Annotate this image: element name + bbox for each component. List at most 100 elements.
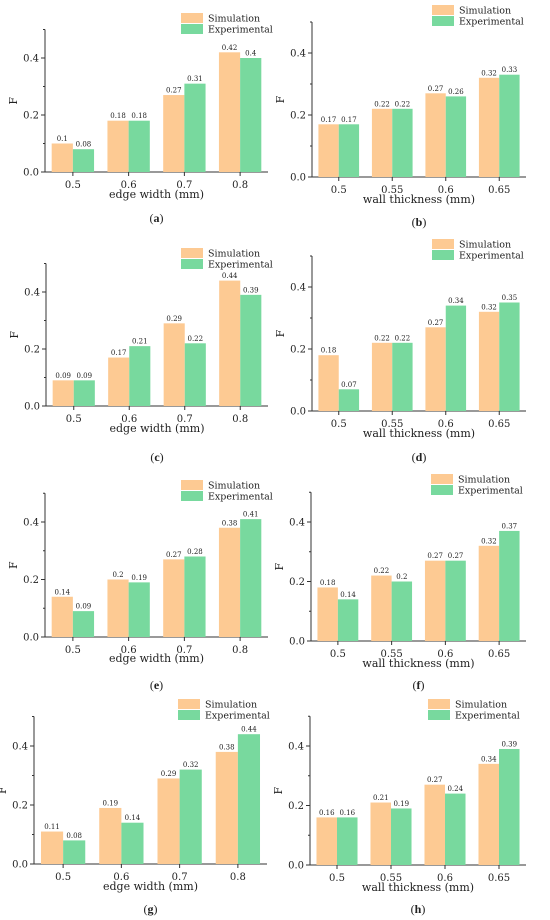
legend-label: Simulation <box>208 249 260 260</box>
legend-label: Simulation <box>459 6 511 17</box>
bar-simulation <box>371 108 393 177</box>
data-label: 0.14 <box>125 814 141 822</box>
x-tick-label: 0.6 <box>438 185 454 196</box>
x-axis-label: wall thickness (mm) <box>363 193 475 206</box>
data-label: 0.44 <box>241 726 257 734</box>
bar-simulation <box>370 802 391 865</box>
bar-experimental <box>445 793 466 865</box>
bar-simulation <box>425 93 446 177</box>
bar-simulation <box>478 763 499 865</box>
y-tick-label: 0.4 <box>290 283 306 294</box>
data-label: 0.27 <box>166 87 182 95</box>
bar-experimental <box>337 817 358 865</box>
data-label: 0.39 <box>501 740 517 748</box>
legend-swatch <box>178 699 200 709</box>
panel-label: (a) <box>150 211 164 225</box>
data-label: 0.1 <box>57 135 68 143</box>
y-tick-label: 0.4 <box>24 288 40 299</box>
bar-simulation <box>316 817 337 865</box>
data-label: 0.22 <box>395 334 411 342</box>
panel-label: (c) <box>150 450 163 464</box>
x-tick-label: 0.6 <box>121 180 137 191</box>
x-tick-label: 0.5 <box>330 649 346 660</box>
data-label: 0.09 <box>76 372 92 380</box>
chart-b: 0.0 0.2 0.4 F 0.5 0.17 0.17 0.55 0.22 0.22 0.6 0.27… <box>274 5 526 229</box>
y-tick-label: 0.2 <box>290 111 306 122</box>
chart-e: 0.0 0.2 0.4 F 0.5 0.14 0.09 0.6 0.2 0.19 0.7 0.27 0.… <box>7 480 273 692</box>
data-label: 0.22 <box>395 100 411 108</box>
y-tick-label: 0.2 <box>23 575 39 586</box>
bar-experimental <box>128 582 150 637</box>
legend-swatch <box>432 250 454 260</box>
data-label: 0.41 <box>243 511 259 519</box>
data-label: 0.32 <box>183 761 199 769</box>
legend-swatch <box>181 491 203 501</box>
data-label: 0.4 <box>245 50 257 58</box>
bar-experimental <box>184 83 206 172</box>
data-label: 0.26 <box>448 88 464 96</box>
bar-experimental <box>338 124 360 177</box>
panel-label: (h) <box>411 902 426 916</box>
x-axis-label: edge width (mm) <box>109 188 204 201</box>
data-label: 0.09 <box>76 603 92 611</box>
legend-swatch <box>432 5 454 15</box>
x-axis-label: edge width (mm) <box>103 880 198 893</box>
y-tick-label: 0.4 <box>23 54 39 65</box>
bar-experimental <box>240 58 262 172</box>
bar-simulation <box>425 327 446 411</box>
legend-swatch <box>432 16 454 26</box>
x-axis-label: edge width (mm) <box>109 652 204 665</box>
x-tick-label: 0.65 <box>488 649 510 660</box>
data-label: 0.27 <box>166 551 182 559</box>
bar-experimental <box>391 581 413 641</box>
y-axis-label: F <box>7 97 20 105</box>
bar-simulation <box>52 380 74 406</box>
legend-swatch <box>428 699 450 709</box>
bar-simulation <box>478 545 500 641</box>
x-tick-label: 0.5 <box>331 419 347 430</box>
chart-g: 0.0 0.2 0.4 F 0.5 0.11 0.08 0.6 0.19 0.14 0.7 0.29 0… <box>0 699 270 916</box>
x-tick-label: 0.6 <box>121 414 137 425</box>
bar-simulation <box>478 77 500 177</box>
data-label: 0.22 <box>187 335 203 343</box>
x-tick-label: 0.5 <box>66 414 82 425</box>
x-tick-label: 0.5 <box>65 645 81 656</box>
x-tick-label: 0.5 <box>55 872 71 883</box>
data-label: 0.08 <box>76 141 92 149</box>
legend-label: Experimental <box>459 251 524 262</box>
bar-simulation <box>318 124 339 177</box>
x-tick-label: 0.6 <box>121 645 137 656</box>
bar-simulation <box>215 751 238 864</box>
data-label: 0.18 <box>131 112 147 120</box>
chart-c: 0.0 0.2 0.4 F 0.5 0.09 0.09 0.6 0.17 0.21 0.7 0.29 0… <box>8 248 273 464</box>
data-label: 0.22 <box>374 567 390 575</box>
y-axis-label: F <box>272 786 285 794</box>
chart-h: 0.0 0.2 0.4 F 0.5 0.16 0.16 0.55 0.21 0.19 0.6 0.27… <box>272 699 526 916</box>
chart-d: 0.0 0.2 0.4 F 0.5 0.18 0.07 0.55 0.22 0.22 0.6 0.27… <box>274 239 526 464</box>
data-label: 0.28 <box>187 548 203 556</box>
x-tick-label: 0.65 <box>488 419 510 430</box>
bar-simulation <box>218 52 241 172</box>
x-tick-label: 0.8 <box>230 872 246 883</box>
data-label: 0.32 <box>481 69 497 77</box>
bar-simulation <box>317 587 338 641</box>
y-tick-label: 0.4 <box>289 518 305 529</box>
data-label: 0.18 <box>320 579 336 587</box>
x-axis-label: wall thickness (mm) <box>362 657 474 670</box>
data-label: 0.21 <box>132 338 148 346</box>
panel-label: (f) <box>413 678 425 692</box>
chart-f: 0.0 0.2 0.4 F 0.5 0.18 0.14 0.55 0.22 0.2 0.6 0.27 0… <box>273 474 526 692</box>
data-label: 0.14 <box>340 591 356 599</box>
legend-swatch <box>181 259 203 269</box>
bar-experimental <box>73 380 95 406</box>
legend-label: Simulation <box>208 481 260 492</box>
bar-experimental <box>72 149 95 172</box>
bar-simulation <box>40 831 64 864</box>
bar-simulation <box>371 575 392 641</box>
bar-experimental <box>184 556 206 637</box>
data-label: 0.34 <box>448 297 464 305</box>
panel-label: (b) <box>412 215 427 229</box>
data-label: 0.2 <box>396 573 407 581</box>
x-axis-label: wall thickness (mm) <box>362 881 474 894</box>
data-label: 0.08 <box>66 832 82 840</box>
